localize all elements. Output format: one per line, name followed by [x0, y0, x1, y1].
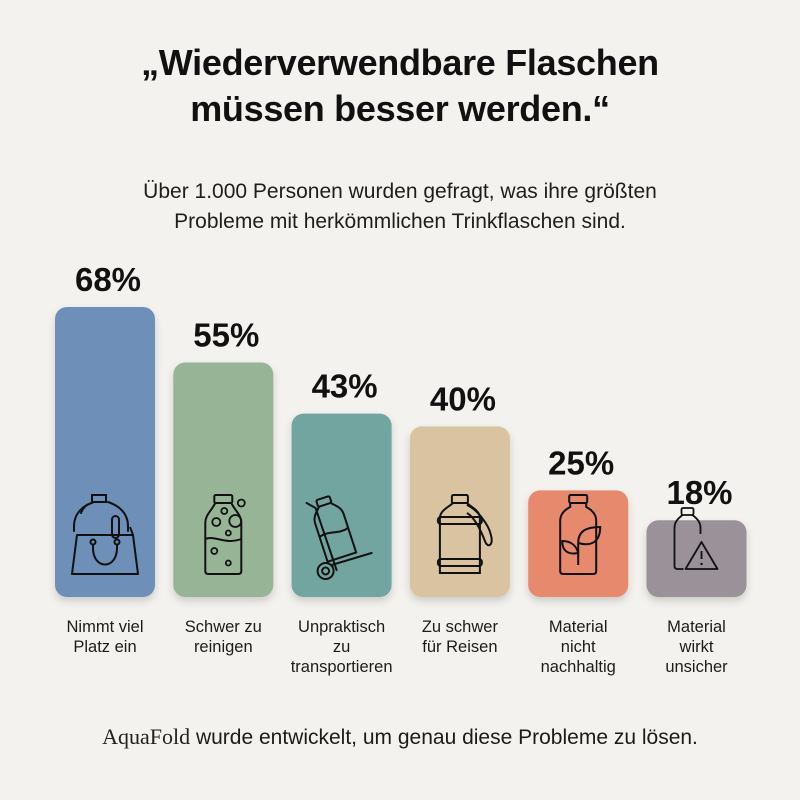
bar-group: 40% Zu schwer für Reisen [409, 380, 510, 656]
bar-group: 18% Material wirkt unsicher [646, 474, 747, 676]
bar-group: 55% Schwer zu reinigen [173, 316, 274, 656]
bar [409, 426, 510, 597]
value-label: 43% [312, 368, 378, 405]
jug-with-strap-icon [436, 494, 493, 574]
value-label: 68% [75, 261, 141, 298]
value-label: 40% [430, 380, 496, 417]
bar-group: 68% Nimmt viel Platz ein [55, 261, 155, 656]
bar [55, 307, 155, 597]
subtitle-line-1: Über 1.000 Personen wurden gefragt, was … [143, 180, 657, 203]
category-label: Unpraktisch zu transportieren [291, 618, 393, 676]
category-label: Material nicht nachhaltig [541, 618, 616, 676]
category-label: Schwer zu reinigen [185, 618, 262, 656]
value-label: 25% [548, 444, 614, 481]
bottle-leaf-icon [559, 494, 602, 575]
bottle-bubbles-icon [204, 494, 246, 575]
page-title: „Wiederverwendbare Flaschen müssen besse… [0, 40, 800, 132]
hand-truck-bottle-icon [305, 495, 373, 580]
category-label: Zu schwer für Reisen [422, 618, 499, 656]
subtitle-line-2: Probleme mit herkömmlichen Trinkflaschen… [174, 210, 626, 233]
category-label: Material wirkt unsicher [665, 618, 728, 676]
value-label: 55% [193, 316, 259, 353]
bar [646, 520, 747, 597]
bottle-warning-icon [673, 507, 719, 570]
title-line-2: müssen besser werden.“ [190, 88, 610, 129]
value-label: 18% [666, 474, 732, 511]
footer-tagline: AquaFold wurde entwickelt, um genau dies… [0, 724, 800, 750]
bar-group: 43% Unpraktisch zu transportieren [291, 368, 393, 676]
subtitle: Über 1.000 Personen wurden gefragt, was … [0, 177, 800, 237]
brand-name: AquaFold [102, 724, 191, 749]
bar [291, 413, 392, 597]
footer-text: wurde entwickelt, um genau diese Problem… [190, 726, 698, 749]
bar-group: 25% Material nicht nachhaltig [528, 444, 629, 676]
bottle-in-bag-icon [71, 494, 139, 575]
category-label: Nimmt viel Platz ein [67, 618, 144, 656]
title-line-1: „Wiederverwendbare Flaschen [141, 42, 659, 83]
bar [173, 362, 274, 597]
